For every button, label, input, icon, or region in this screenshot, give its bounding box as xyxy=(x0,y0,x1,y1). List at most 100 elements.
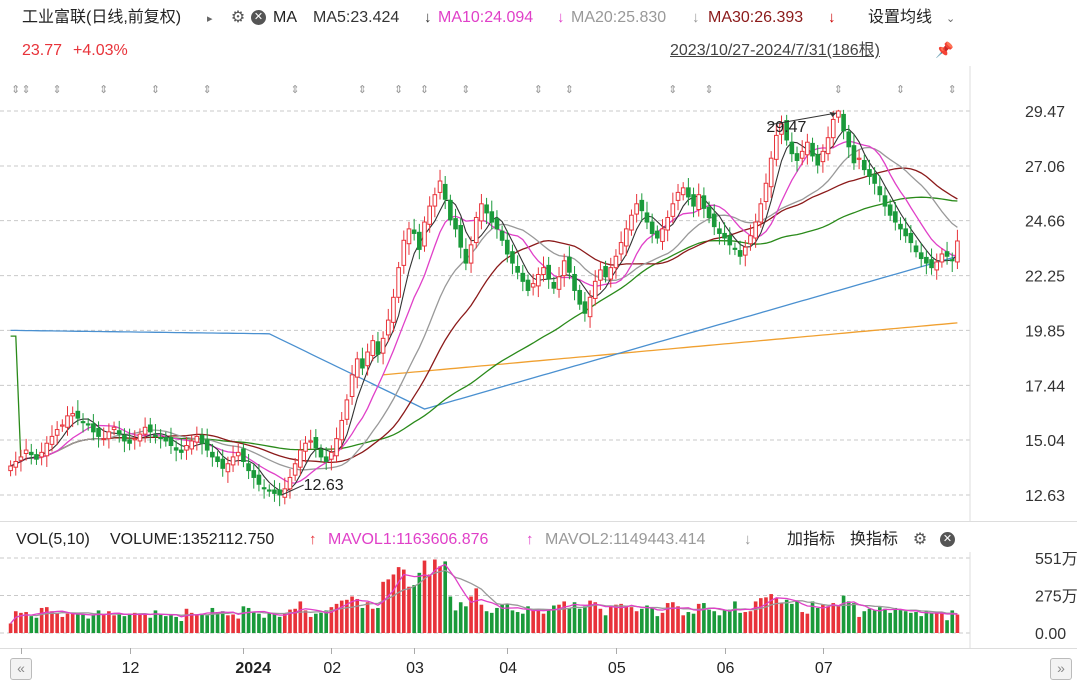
candle-body xyxy=(644,212,650,223)
volume-bar xyxy=(474,588,479,633)
volume-bar xyxy=(60,616,65,633)
volume-bar xyxy=(531,610,535,633)
volume-bar xyxy=(888,612,892,633)
candle-body xyxy=(303,442,308,452)
volume-bar xyxy=(407,586,411,633)
volume-bar xyxy=(386,579,391,633)
candle-body xyxy=(934,261,940,271)
volume-bar xyxy=(857,616,861,633)
volume-bar xyxy=(955,614,960,633)
ma10-line xyxy=(10,140,958,484)
candle-body xyxy=(556,276,562,290)
event-marker-icon: ⇕ xyxy=(21,84,30,96)
x-axis-label: 2024 xyxy=(235,660,271,677)
candle-body xyxy=(241,448,246,462)
volume-bar xyxy=(795,600,799,633)
volume-bar xyxy=(314,613,318,633)
settings-ma-button[interactable]: 设置均线 xyxy=(868,9,933,26)
ma10-arrow: ↓ xyxy=(557,9,565,26)
volume-bar xyxy=(619,603,623,633)
event-marker-icon: ⇕ xyxy=(704,84,713,96)
candle-body xyxy=(696,194,702,211)
candle-body xyxy=(768,157,774,188)
candle-body xyxy=(173,447,179,451)
volume-bar xyxy=(324,610,329,633)
event-marker-icon: ⇕ xyxy=(11,84,20,96)
candle-body xyxy=(711,213,717,228)
volume-bar xyxy=(500,604,504,633)
candle-body xyxy=(308,440,313,443)
switch-indicator-button[interactable]: 换指标 xyxy=(850,531,899,548)
volume-bar xyxy=(267,612,272,633)
volume-bar xyxy=(898,609,903,633)
event-marker-icon: ⇕ xyxy=(291,84,300,96)
volume-bar xyxy=(422,560,427,633)
volume-bar xyxy=(515,612,520,633)
ma5-arrow: ↓ xyxy=(424,9,432,26)
pin-icon[interactable]: 📌 xyxy=(935,42,954,59)
candle-body xyxy=(85,423,91,426)
close-icon[interactable]: ✕ xyxy=(940,532,955,547)
candle-body xyxy=(339,419,345,441)
volume-bar xyxy=(319,612,323,633)
candle-body xyxy=(463,248,469,264)
expand-triangle-icon[interactable]: ▸ xyxy=(207,13,213,25)
volume-bar xyxy=(148,617,153,633)
vol-label[interactable]: VOL(5,10) xyxy=(16,531,90,548)
close-icon[interactable]: ✕ xyxy=(251,10,266,25)
volume-bar xyxy=(277,616,282,633)
candle-body xyxy=(504,239,510,255)
candle-body xyxy=(536,273,541,287)
chevron-down-icon[interactable]: ⌄ xyxy=(946,13,956,25)
volume-bar xyxy=(174,616,178,633)
volume-bar xyxy=(179,621,184,633)
candle-body xyxy=(411,229,417,234)
candle-body xyxy=(127,439,132,444)
current-price: 23.77 xyxy=(22,42,63,59)
candle-body xyxy=(825,137,831,155)
volume-bar xyxy=(748,611,753,633)
volume-bar xyxy=(852,603,856,633)
candle-body xyxy=(468,244,474,264)
candlestick-chart[interactable]: ⇕ ⇕ ⇕ ⇕ ⇕ ⇕ ⇕ ⇕ ⇕ ⇕ ⇕ ⇕ ⇕ ⇕ ⇕ ⇕ ⇕ ⇕ 29.4727.0624.6622.251… xyxy=(0,66,1077,522)
stock-title[interactable]: 工业富联(日线,前复权) xyxy=(22,9,182,26)
candle-body xyxy=(686,187,691,198)
candle-body xyxy=(396,267,401,298)
gear-icon[interactable]: ⚙ xyxy=(912,531,928,548)
candle-body xyxy=(360,358,365,369)
candle-body xyxy=(101,438,107,441)
volume-bar xyxy=(577,608,582,633)
volume-bar xyxy=(484,611,489,633)
ma30-arrow: ↓ xyxy=(828,9,836,26)
candle-body xyxy=(939,253,945,263)
volume-header: VOL(5,10) VOLUME:1352112.750 ↑ MAVOL1:11… xyxy=(0,528,1077,552)
candles xyxy=(8,109,960,507)
gear-icon[interactable]: ⚙ xyxy=(230,9,246,26)
volume-bar xyxy=(593,602,598,633)
candle-body xyxy=(256,474,262,485)
candle-body xyxy=(763,182,769,203)
date-range[interactable]: 2023/10/27-2024/7/31(186根) xyxy=(670,42,880,59)
volume-bar xyxy=(805,613,810,633)
candle-body xyxy=(820,150,826,163)
scroll-left-button[interactable]: « xyxy=(10,658,32,680)
candle-body xyxy=(789,141,795,155)
volume-chart[interactable]: 551万 275万 0.00 xyxy=(0,552,1077,648)
scroll-right-button[interactable]: » xyxy=(1050,658,1072,680)
volume-bar xyxy=(81,614,85,633)
candle-body xyxy=(841,113,846,132)
candle-body xyxy=(924,256,929,264)
candle-body xyxy=(499,230,505,241)
candle-body xyxy=(142,426,148,435)
candle-body xyxy=(44,442,50,457)
candle-body xyxy=(401,239,407,266)
x-axis-label: 12 xyxy=(121,660,140,677)
candle-body xyxy=(784,120,789,141)
candle-body xyxy=(246,463,251,472)
candle-body xyxy=(189,440,194,450)
volume-bar xyxy=(867,608,872,633)
volume-bar xyxy=(55,612,59,633)
volume-bar xyxy=(453,610,458,633)
add-indicator-button[interactable]: 加指标 xyxy=(787,531,836,548)
candle-body xyxy=(629,214,634,231)
